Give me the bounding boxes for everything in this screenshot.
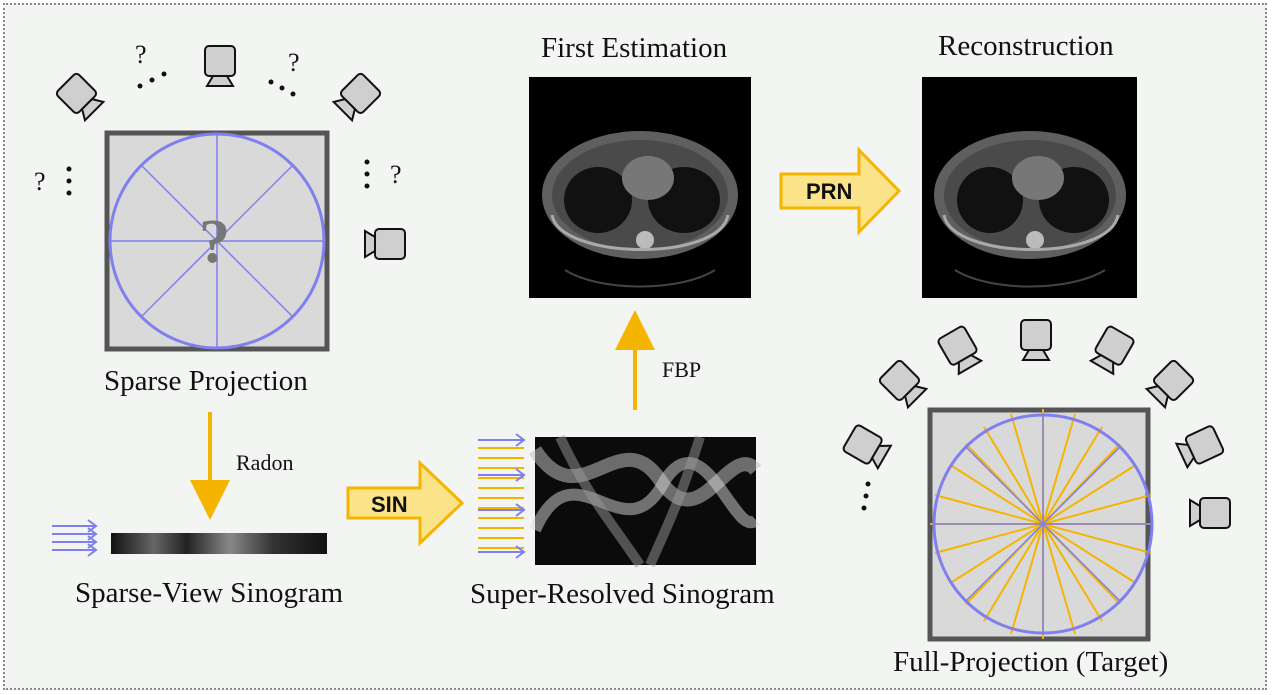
full-projection-caption: Full-Projection (Target) bbox=[893, 646, 1169, 678]
prn-block-arrow bbox=[779, 146, 902, 236]
camera-icon bbox=[1144, 358, 1196, 410]
camera-icon bbox=[1088, 324, 1136, 376]
sin-block-arrow bbox=[346, 459, 465, 547]
radon-label: Radon bbox=[236, 450, 294, 475]
ellipsis-icon bbox=[137, 71, 167, 89]
ellipsis-icon bbox=[66, 166, 72, 196]
reconstruction-ct-image bbox=[922, 77, 1137, 298]
sparse-rays-icon bbox=[52, 519, 98, 557]
camera-icon bbox=[331, 71, 383, 123]
sparse-view-sinogram-caption: Sparse-View Sinogram bbox=[75, 577, 344, 609]
sparse-view-sinogram-image bbox=[111, 533, 327, 554]
fbp-label: FBP bbox=[662, 357, 702, 382]
sparse-projection-panel bbox=[104, 130, 330, 352]
camera-icon bbox=[877, 358, 929, 410]
first-estimation-caption: First Estimation bbox=[541, 32, 728, 64]
reconstruction-caption: Reconstruction bbox=[938, 30, 1114, 62]
camera-icon bbox=[1174, 423, 1226, 471]
ellipsis-icon bbox=[364, 159, 370, 189]
camera-icon bbox=[841, 423, 893, 471]
camera-icon bbox=[204, 45, 236, 87]
dense-rays-icon bbox=[478, 447, 524, 549]
super-resolved-sinogram-caption: Super-Resolved Sinogram bbox=[470, 578, 775, 610]
question-mark: ? bbox=[288, 48, 300, 77]
full-projection-panel bbox=[927, 407, 1154, 642]
sparse-projection-caption: Sparse Projection bbox=[104, 365, 308, 397]
super-resolved-sinogram-image bbox=[529, 434, 762, 568]
ellipsis-icon bbox=[861, 481, 871, 511]
sin-label: SIN bbox=[371, 492, 408, 517]
camera-icon bbox=[1189, 497, 1231, 529]
camera-icon bbox=[936, 324, 984, 376]
question-mark: ? bbox=[390, 160, 402, 189]
center-question-mark: ? bbox=[199, 208, 230, 276]
question-mark: ? bbox=[34, 167, 46, 196]
camera-icon bbox=[54, 71, 106, 123]
question-mark: ? bbox=[135, 40, 147, 69]
dense-rays-blue bbox=[478, 433, 526, 559]
camera-icon bbox=[1020, 319, 1052, 361]
prn-label: PRN bbox=[806, 179, 852, 204]
ellipsis-icon bbox=[268, 79, 296, 97]
camera-icon bbox=[364, 228, 406, 260]
first-estimation-ct-image bbox=[529, 77, 751, 298]
